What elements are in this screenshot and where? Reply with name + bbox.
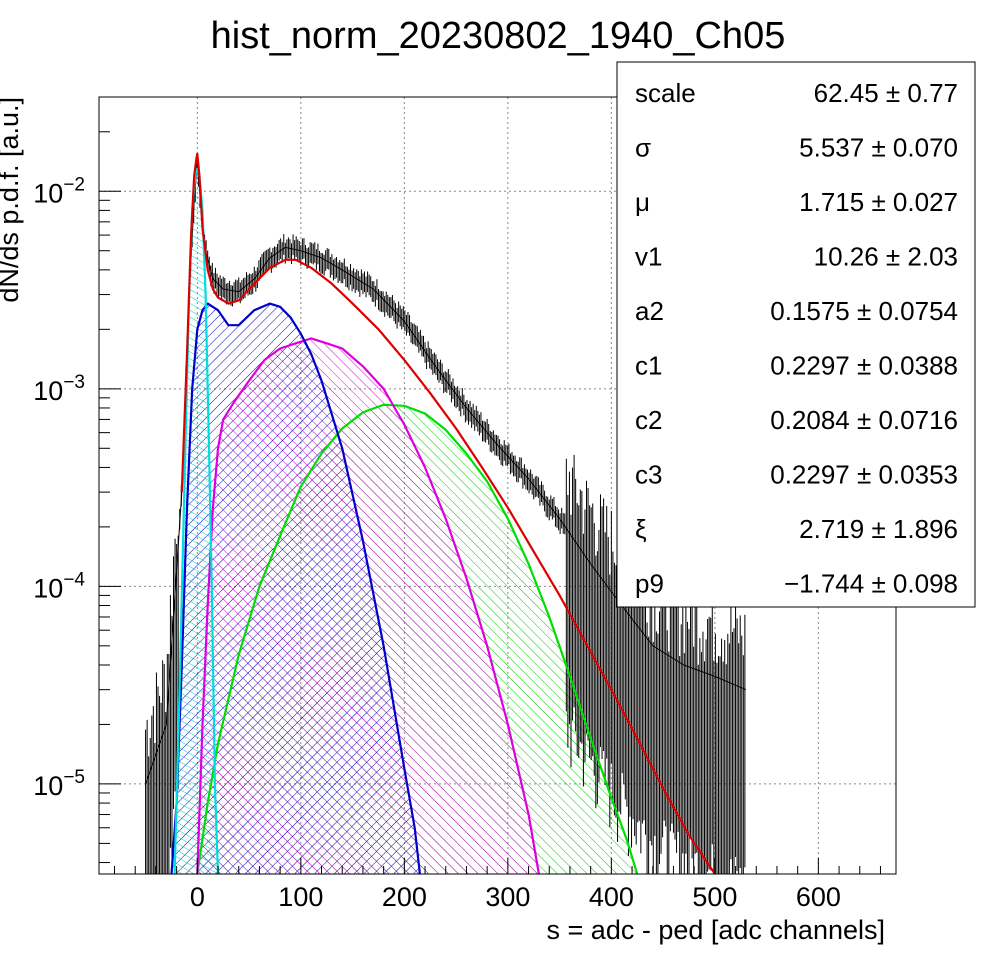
stat-label: c2	[635, 405, 662, 435]
stat-value: −1.744 ± 0.098	[784, 569, 958, 599]
series-lines	[145, 152, 747, 874]
1-photoelectron-component-line	[170, 302, 421, 874]
data-histogram	[145, 154, 747, 874]
y-tick-label: 10−5	[33, 767, 85, 801]
x-tick-label: 500	[692, 882, 737, 912]
stat-value: 5.537 ± 0.070	[799, 133, 958, 163]
stat-label: scale	[635, 78, 696, 108]
x-tick-label: 600	[796, 882, 841, 912]
1-photoelectron-component-fill	[171, 303, 420, 874]
stat-value: 0.2297 ± 0.0353	[770, 460, 958, 490]
stat-value: 0.2084 ± 0.0716	[770, 405, 958, 435]
3-photoelectron-component-line	[196, 403, 639, 874]
y-tick-label: 10−2	[33, 174, 85, 208]
stat-label: p9	[635, 569, 664, 599]
fit-stats-box: scale 62.45 ± 0.77 σ 5.537 ± 0.070 μ 1.715 ± …	[616, 61, 976, 608]
stat-label: c3	[635, 460, 662, 490]
stat-label: v1	[635, 242, 662, 272]
x-tick-label: 400	[589, 882, 634, 912]
y-tick-label: 10−3	[33, 372, 85, 406]
pedestal-component-fill	[174, 168, 218, 874]
x-tick-label: 300	[485, 882, 530, 912]
stat-value: 0.1575 ± 0.0754	[770, 296, 958, 326]
x-axis-ticks: 0 100 200 300 400 500 600	[114, 858, 881, 912]
stat-label: a2	[635, 296, 664, 326]
2-photoelectron-component-line	[196, 337, 540, 874]
y-axis-label: dN/ds p.d.f. [a.u.]	[0, 97, 24, 303]
stat-label: σ	[635, 133, 651, 163]
stat-value: 1.715 ± 0.027	[799, 187, 958, 217]
stat-value: 10.26 ± 2.03	[814, 242, 958, 272]
x-tick-label: 0	[190, 882, 205, 912]
chart-title: hist_norm_20230802_1940_Ch05	[211, 15, 786, 57]
component-fills	[171, 168, 638, 874]
y-tick-label: 10−4	[33, 569, 85, 603]
stat-label: μ	[635, 187, 650, 217]
x-tick-label: 200	[382, 882, 427, 912]
x-axis-label: s = adc - ped [adc channels]	[547, 915, 885, 945]
stat-value: 2.719 ± 1.896	[799, 514, 958, 544]
x-tick-label: 100	[278, 882, 323, 912]
y-axis-ticks: 10−5 10−4 10−3 10−2	[33, 96, 121, 864]
total-fit-line	[180, 152, 716, 874]
stat-value: 0.2297 ± 0.0388	[770, 351, 958, 381]
stat-label: ξ	[635, 514, 647, 544]
stat-label: c1	[635, 351, 662, 381]
stat-value: 62.45 ± 0.77	[814, 78, 958, 108]
